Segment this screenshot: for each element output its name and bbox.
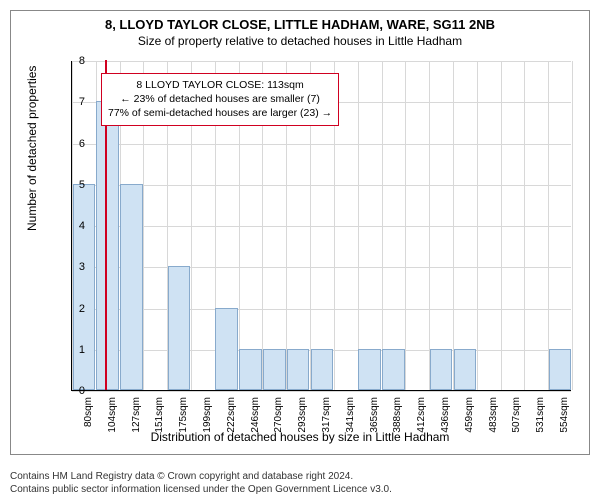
grid-line-h — [72, 61, 571, 62]
xtick-label: 175sqm — [178, 397, 189, 433]
bar — [382, 349, 405, 390]
ytick-label: 7 — [79, 96, 85, 108]
bar — [120, 184, 143, 390]
grid-line-v — [358, 61, 359, 390]
grid-line-h — [72, 226, 571, 227]
xtick-label: 80sqm — [83, 397, 94, 427]
chart-title: 8, LLOYD TAYLOR CLOSE, LITTLE HADHAM, WA… — [11, 11, 589, 32]
grid-line-h — [72, 267, 571, 268]
info-line3: 77% of semi-detached houses are larger (… — [108, 106, 332, 120]
xtick-label: 151sqm — [154, 397, 165, 433]
ytick-label: 6 — [79, 138, 85, 150]
bar — [73, 184, 96, 390]
chart-container: 8, LLOYD TAYLOR CLOSE, LITTLE HADHAM, WA… — [10, 10, 590, 455]
xtick-label: 270sqm — [273, 397, 284, 433]
bar — [239, 349, 262, 390]
grid-line-v — [405, 61, 406, 390]
bar — [454, 349, 477, 390]
xtick-label: 317sqm — [321, 397, 332, 433]
bar — [263, 349, 286, 390]
grid-line-v — [453, 61, 454, 390]
grid-line-h — [72, 391, 571, 392]
footer: Contains HM Land Registry data © Crown c… — [10, 470, 392, 496]
xtick-label: 293sqm — [297, 397, 308, 433]
xtick-label: 531sqm — [535, 397, 546, 433]
xtick-label: 127sqm — [131, 397, 142, 433]
xtick-label: 459sqm — [464, 397, 475, 433]
xtick-label: 388sqm — [392, 397, 403, 433]
ytick-label: 3 — [79, 261, 85, 273]
bar — [168, 266, 191, 390]
grid-line-v — [429, 61, 430, 390]
grid-line-v — [501, 61, 502, 390]
bar — [549, 349, 572, 390]
ytick-label: 8 — [79, 55, 85, 67]
ytick-label: 0 — [79, 385, 85, 397]
xtick-label: 507sqm — [511, 397, 522, 433]
info-line2: ← 23% of detached houses are smaller (7) — [108, 92, 332, 106]
xtick-label: 554sqm — [559, 397, 570, 433]
chart-subtitle: Size of property relative to detached ho… — [11, 32, 589, 48]
xtick-label: 104sqm — [107, 397, 118, 433]
xtick-label: 199sqm — [202, 397, 213, 433]
xtick-label: 222sqm — [226, 397, 237, 433]
x-axis-label: Distribution of detached houses by size … — [11, 430, 589, 444]
info-box: 8 LLOYD TAYLOR CLOSE: 113sqm ← 23% of de… — [101, 73, 339, 126]
xtick-label: 483sqm — [488, 397, 499, 433]
grid-line-h — [72, 185, 571, 186]
grid-line-h — [72, 144, 571, 145]
bar — [287, 349, 310, 390]
bar — [96, 101, 119, 390]
bar — [358, 349, 381, 390]
grid-line-v — [572, 61, 573, 390]
ytick-label: 1 — [79, 344, 85, 356]
grid-line-v — [548, 61, 549, 390]
info-line1: 8 LLOYD TAYLOR CLOSE: 113sqm — [108, 78, 332, 92]
grid-line-h — [72, 309, 571, 310]
grid-line-v — [382, 61, 383, 390]
bar — [215, 308, 238, 391]
xtick-label: 436sqm — [440, 397, 451, 433]
footer-line1: Contains HM Land Registry data © Crown c… — [10, 470, 392, 483]
ytick-label: 4 — [79, 220, 85, 232]
grid-line-v — [477, 61, 478, 390]
xtick-label: 365sqm — [369, 397, 380, 433]
grid-line-v — [524, 61, 525, 390]
y-axis-label: Number of detached properties — [25, 66, 39, 231]
bar — [430, 349, 453, 390]
footer-line2: Contains public sector information licen… — [10, 483, 392, 496]
xtick-label: 412sqm — [416, 397, 427, 433]
ytick-label: 5 — [79, 179, 85, 191]
xtick-label: 246sqm — [250, 397, 261, 433]
bar — [311, 349, 334, 390]
ytick-label: 2 — [79, 303, 85, 315]
xtick-label: 341sqm — [345, 397, 356, 433]
